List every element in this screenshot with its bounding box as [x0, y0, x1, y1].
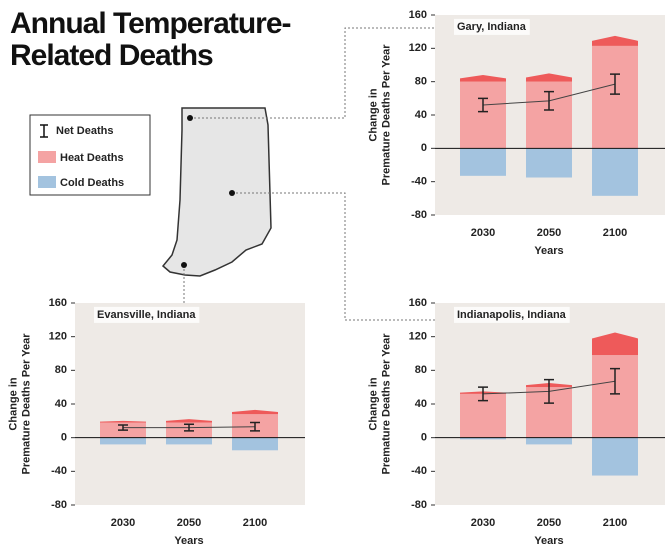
legend-net-icon [40, 124, 48, 138]
heat-high-cap [526, 73, 572, 82]
city-dot [229, 190, 235, 196]
x-tick-label: 2030 [471, 227, 495, 239]
heat-high-cap [232, 409, 278, 415]
cold-bar [526, 437, 572, 445]
panel-title-bg [454, 306, 570, 323]
net-error-bar [478, 386, 488, 402]
y-axis-label: Change inPremature Deaths Per Year [7, 333, 32, 475]
y-axis-label-line: Change in [367, 88, 379, 141]
x-tick-label: 2100 [603, 227, 627, 239]
connector [232, 192, 455, 321]
net-error-bar [610, 367, 620, 395]
y-axis-label-line: Change in [367, 377, 379, 430]
y-tick-label: 40 [415, 398, 427, 410]
heat-high-cap [100, 420, 146, 423]
y-axis-label: Change inPremature Deaths Per Year [367, 44, 392, 186]
panel-title-bg [94, 306, 200, 323]
legend-cold-icon [38, 176, 56, 188]
y-tick-label: -40 [411, 176, 427, 188]
heat-high-cap [592, 332, 638, 356]
x-tick-label: 2100 [603, 517, 627, 529]
panel-title: Gary, Indiana [457, 21, 527, 33]
heat-bar [460, 81, 506, 149]
legend-label: Cold Deaths [60, 177, 124, 189]
cold-bar [526, 148, 572, 178]
cold-bar [232, 437, 278, 451]
x-tick-label: 2030 [471, 517, 495, 529]
y-tick-label: 80 [415, 364, 427, 376]
heat-high-cap [460, 75, 506, 82]
y-tick-label: -40 [51, 465, 67, 477]
x-tick-label: 2100 [243, 517, 267, 529]
cold-bar [460, 437, 506, 440]
cold-bar [166, 437, 212, 445]
x-axis-label: Years [534, 245, 563, 257]
y-tick-label: 120 [49, 331, 67, 343]
y-axis-label-line: Premature Deaths Per Year [381, 44, 393, 186]
panel-title-bg [454, 18, 530, 35]
indiana-map [161, 107, 272, 277]
net-error-bar [250, 421, 260, 432]
heat-bar [592, 45, 638, 149]
y-tick-label: 0 [421, 142, 427, 154]
legend-label: Net Deaths [56, 125, 113, 137]
y-tick-label: -80 [411, 209, 427, 221]
heat-high-cap [592, 35, 638, 46]
legend: Net Deaths Heat Deaths Cold Deaths [29, 114, 151, 196]
plot-background [75, 303, 305, 505]
cold-bar [460, 148, 506, 176]
x-axis-label: Years [534, 535, 563, 545]
net-error-bar [544, 378, 554, 404]
x-tick-label: 2050 [537, 517, 561, 529]
y-tick-label: 160 [409, 9, 427, 21]
panel-title: Indianapolis, Indiana [457, 309, 567, 321]
y-tick-label: 120 [409, 42, 427, 54]
net-error-bar [118, 424, 128, 431]
y-axis-label-line: Change in [7, 377, 19, 430]
y-axis-label-line: Premature Deaths Per Year [21, 333, 33, 475]
cold-bar [592, 148, 638, 196]
y-tick-label: 40 [415, 109, 427, 121]
y-tick-label: 80 [415, 76, 427, 88]
main-title: Annual Temperature-Related Deaths [10, 7, 292, 72]
x-axis-label: Years [174, 535, 203, 545]
net-error-bar [610, 73, 620, 95]
y-axis-label: Change inPremature Deaths Per Year [367, 333, 392, 475]
y-tick-label: 160 [49, 297, 67, 309]
y-tick-label: 0 [421, 432, 427, 444]
x-tick-label: 2050 [177, 517, 201, 529]
heat-bar [592, 355, 638, 438]
y-tick-label: 120 [409, 331, 427, 343]
net-error-bar [478, 97, 488, 113]
y-tick-label: -80 [411, 499, 427, 511]
city-dot [187, 115, 193, 121]
legend-label: Heat Deaths [60, 152, 124, 164]
city-dot [181, 262, 187, 268]
y-axis-label-line: Premature Deaths Per Year [381, 333, 393, 475]
panel-title: Evansville, Indiana [97, 309, 196, 321]
y-tick-label: -40 [411, 465, 427, 477]
x-tick-label: 2050 [537, 227, 561, 239]
cold-bar [100, 437, 146, 445]
cold-bar [592, 437, 638, 476]
y-tick-label: -80 [51, 499, 67, 511]
heat-high-cap [166, 419, 212, 423]
y-tick-label: 80 [55, 364, 67, 376]
net-error-bar [544, 90, 554, 111]
y-tick-label: 0 [61, 432, 67, 444]
x-tick-label: 2030 [111, 517, 135, 529]
net-error-bar [184, 423, 194, 432]
y-tick-label: 40 [55, 398, 67, 410]
y-tick-label: 160 [409, 297, 427, 309]
connector [190, 27, 455, 119]
legend-heat-icon [38, 151, 56, 163]
